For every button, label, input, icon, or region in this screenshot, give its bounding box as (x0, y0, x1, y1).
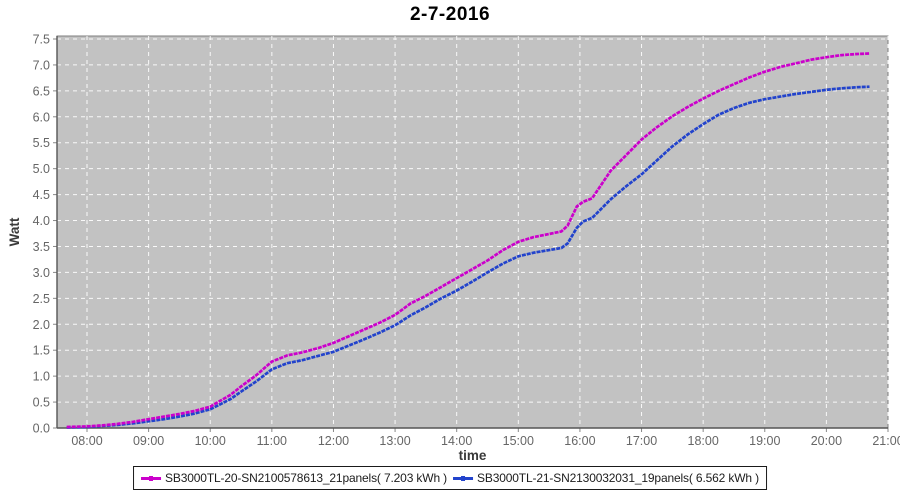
legend: SB3000TL-20-SN2100578613_21panels( 7.203… (133, 466, 767, 490)
x-tick-label: 15:00 (503, 434, 534, 448)
y-tick-label: 6.5 (33, 84, 50, 98)
series-line-0 (66, 52, 870, 429)
x-tick-label: 08:00 (71, 434, 102, 448)
y-tick-label: 4.0 (33, 214, 50, 228)
x-tick-label: 10:00 (195, 434, 226, 448)
y-tick-label: 1.5 (33, 344, 50, 358)
x-tick-label: 17:00 (626, 434, 657, 448)
x-tick-label: 21:00 (872, 434, 900, 448)
legend-line-swatch-magenta-icon (141, 475, 162, 481)
y-tick-label: 5.0 (33, 162, 50, 176)
x-tick-label: 09:00 (133, 434, 164, 448)
x-tick-label: 12:00 (318, 434, 349, 448)
x-tick-label: 16:00 (564, 434, 595, 448)
legend-label-series-1: SB3000TL-21-SN2130032031_19panels( 6.562… (477, 471, 759, 485)
y-tick-label: 5.5 (33, 136, 50, 150)
y-tick-label: 6.0 (33, 110, 50, 124)
x-axis-title: time (458, 448, 487, 463)
y-tick-label: 0.5 (33, 396, 50, 410)
legend-label-series-0: SB3000TL-20-SN2100578613_21panels( 7.203… (165, 471, 447, 485)
y-tick-label: 2.0 (33, 318, 50, 332)
x-tick-label: 11:00 (257, 434, 287, 448)
y-tick-label: 1.0 (33, 370, 50, 384)
chart-title: 2-7-2016 (409, 4, 491, 25)
plot-background (56, 35, 889, 429)
y-tick-label: 7.0 (33, 58, 50, 72)
legend-line-swatch-blue-icon (453, 475, 473, 481)
x-tick-label: 19:00 (749, 434, 780, 448)
x-tick-label: 18:00 (688, 434, 719, 448)
y-tick-label: 7.5 (33, 33, 50, 47)
y-axis-title: Watt (7, 217, 22, 247)
x-tick-label: 13:00 (379, 434, 410, 448)
x-tick-label: 14:00 (441, 434, 472, 448)
y-tick-label: 0.0 (33, 422, 50, 436)
legend-item-series-0: SB3000TL-20-SN2100578613_21panels( 7.203… (141, 471, 447, 485)
series-line-1 (66, 85, 870, 429)
y-tick-label: 2.5 (33, 292, 50, 306)
legend-item-series-1: SB3000TL-21-SN2130032031_19panels( 6.562… (453, 471, 759, 485)
x-tick-label: 20:00 (811, 434, 842, 448)
y-tick-label: 4.5 (33, 188, 50, 202)
y-tick-label: 3.5 (33, 240, 50, 254)
y-tick-label: 3.0 (33, 266, 50, 280)
